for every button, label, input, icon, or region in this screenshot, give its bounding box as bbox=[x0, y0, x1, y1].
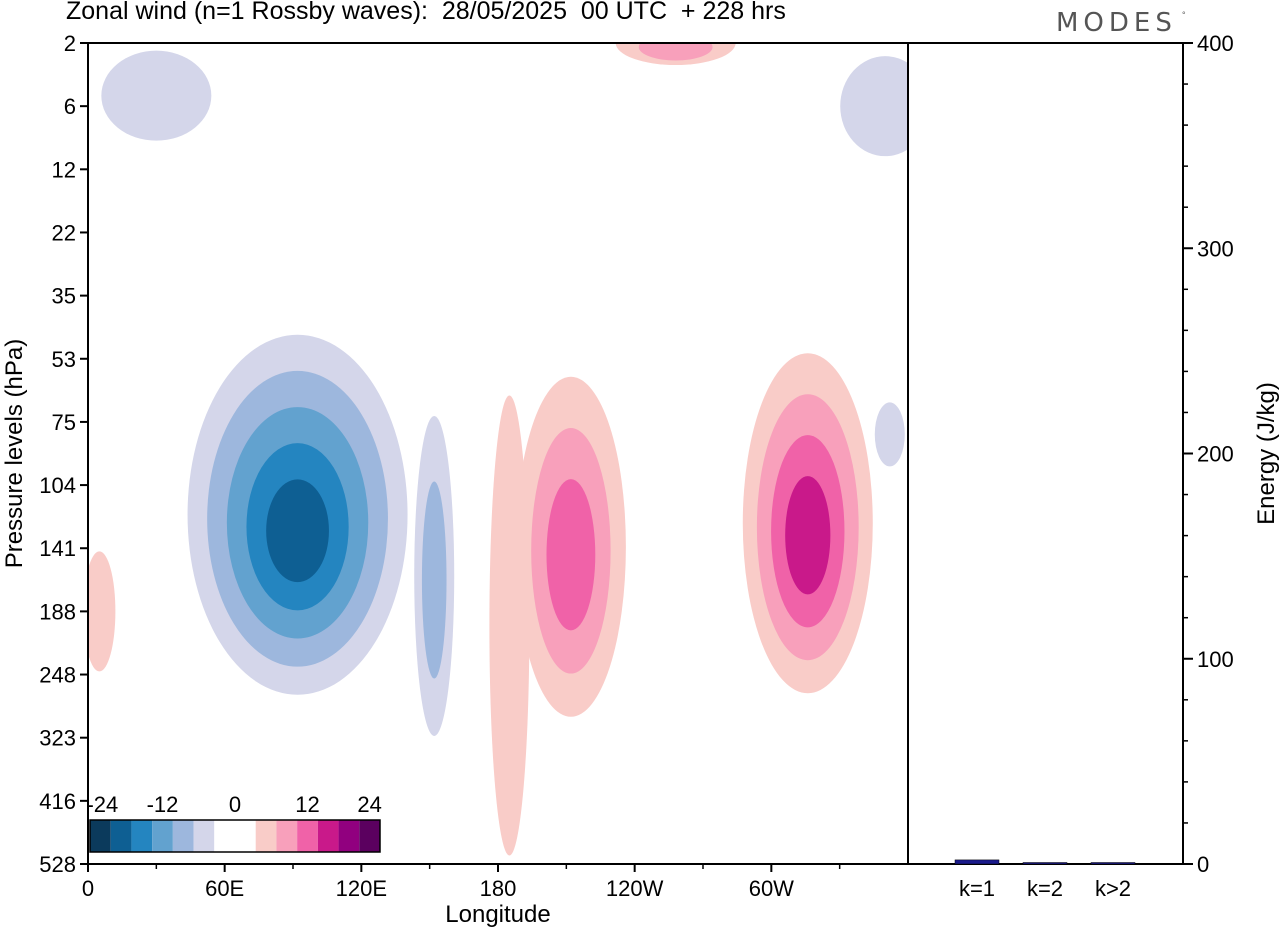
energy-frame bbox=[907, 42, 1184, 865]
colorbar-frame bbox=[89, 819, 381, 853]
y-tick-label: 323 bbox=[39, 726, 76, 751]
colorbar-swatch bbox=[90, 820, 111, 852]
energy-bar bbox=[1022, 862, 1068, 865]
contour-neg-1-1 bbox=[421, 481, 447, 679]
colorbar-swatch bbox=[131, 820, 153, 852]
x-tick-label: 0 bbox=[82, 876, 94, 901]
colorbar-swatch bbox=[255, 820, 277, 852]
y-tick-label: 6 bbox=[64, 94, 76, 119]
y-tick-label: 22 bbox=[52, 220, 76, 245]
energy-bar bbox=[1090, 862, 1136, 865]
energy-y-tick-label: 200 bbox=[1197, 442, 1234, 467]
logo-registered-mark: ° bbox=[1182, 10, 1186, 20]
x-tick-label: 60E bbox=[205, 876, 244, 901]
energy-y-tick-label: 400 bbox=[1197, 31, 1234, 56]
contour-pos-7-0 bbox=[489, 395, 530, 856]
colorbar-tick-label: -12 bbox=[147, 792, 179, 817]
colorbar-swatch bbox=[338, 820, 360, 852]
contour-pos-6-2 bbox=[546, 479, 596, 631]
energy-y-tick-label: 300 bbox=[1197, 236, 1234, 261]
contour-pos-8-0 bbox=[88, 551, 116, 672]
contour-pos-9-1 bbox=[638, 43, 713, 61]
colorbar-tick-label: 12 bbox=[295, 792, 319, 817]
energy-y-tick-label: 100 bbox=[1197, 647, 1234, 672]
colorbar-swatch bbox=[193, 820, 215, 852]
colorbar-swatch bbox=[110, 820, 132, 852]
energy-bar-label: k>2 bbox=[1095, 876, 1131, 901]
colorbar-swatch bbox=[359, 820, 380, 852]
colorbar-swatch bbox=[276, 820, 298, 852]
colorbar-swatch bbox=[172, 820, 194, 852]
energy-y-tick-label: 0 bbox=[1197, 852, 1209, 877]
y-tick-label: 2 bbox=[64, 31, 76, 56]
x-tick-label: 60W bbox=[749, 876, 794, 901]
colorbar-swatch bbox=[152, 820, 173, 852]
y-tick-label: 188 bbox=[39, 599, 76, 624]
energy-bar bbox=[954, 859, 1000, 865]
contour-neg-2-0 bbox=[101, 50, 212, 141]
x-tick-label: 120E bbox=[336, 876, 387, 901]
colorbar-swatch bbox=[235, 820, 256, 852]
y-tick-label: 528 bbox=[39, 852, 76, 877]
y-tick-label: 104 bbox=[39, 473, 76, 498]
x-tick-label: 180 bbox=[480, 876, 517, 901]
y-tick-label: 416 bbox=[39, 789, 76, 814]
energy-axis-title: Energy (J/kg) bbox=[1253, 382, 1280, 525]
colorbar-swatch bbox=[297, 820, 318, 852]
y-tick-label: 248 bbox=[39, 663, 76, 688]
y-tick-label: 141 bbox=[39, 536, 76, 561]
energy-bar-label: k=1 bbox=[959, 876, 995, 901]
modes-logo: MODES bbox=[1056, 8, 1177, 38]
contour-neg-3-0 bbox=[840, 56, 908, 157]
contour-neg-4-0 bbox=[874, 402, 905, 467]
x-axis-title: Longitude bbox=[445, 901, 550, 928]
y-tick-label: 75 bbox=[52, 410, 76, 435]
colorbar-tick-label: 24 bbox=[357, 792, 381, 817]
field-group bbox=[88, 43, 908, 856]
contour-pos-5-3 bbox=[785, 476, 831, 595]
colorbar-swatch bbox=[214, 820, 235, 852]
y-axis-title: Pressure levels (hPa) bbox=[1, 339, 28, 568]
y-tick-label: 12 bbox=[52, 157, 76, 182]
y-tick-label: 35 bbox=[52, 284, 76, 309]
energy-bar-label: k=2 bbox=[1027, 876, 1063, 901]
colorbar-tick-label: 0 bbox=[229, 792, 241, 817]
contour-neg-0-4 bbox=[266, 479, 329, 583]
x-tick-label: 120W bbox=[606, 876, 664, 901]
colorbar-tick-label: -24 bbox=[86, 792, 118, 817]
colorbar-swatch bbox=[317, 820, 339, 852]
chart-title: Zonal wind (n=1 Rossby waves): 28/05/202… bbox=[66, 0, 786, 25]
y-tick-label: 53 bbox=[52, 347, 76, 372]
